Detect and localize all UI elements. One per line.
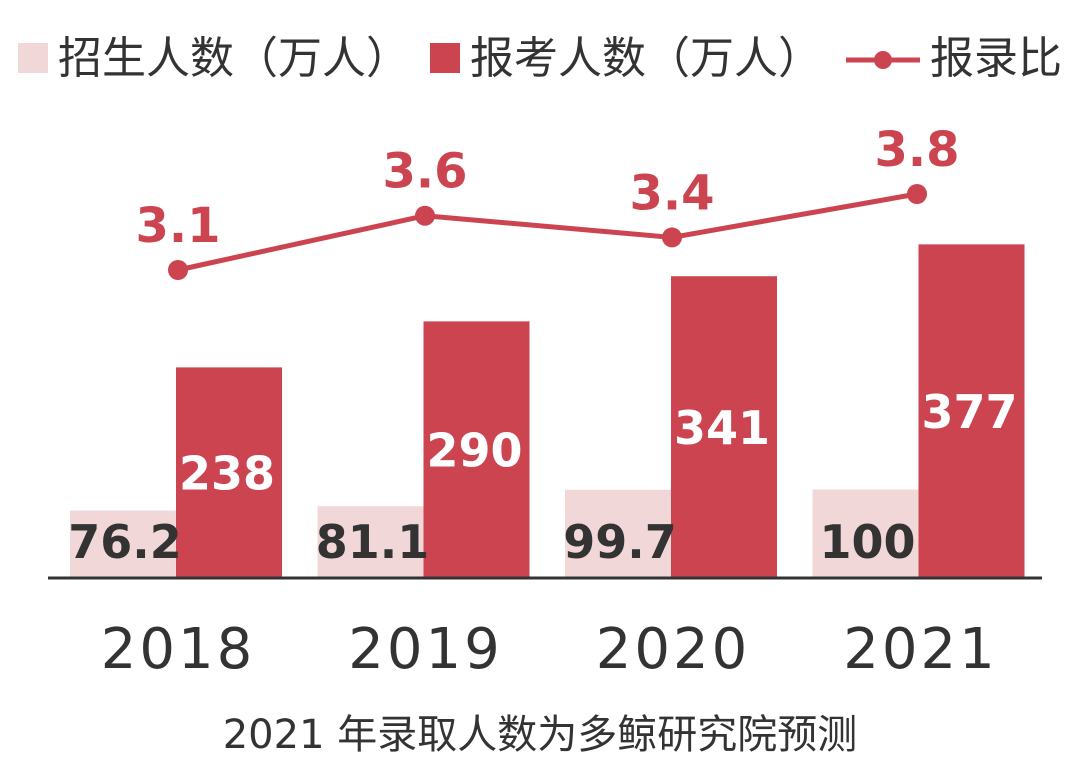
x-tick-2021: 2021 [843,617,998,682]
x-axis-ticks: 2018 2019 2020 2021 [101,617,998,682]
bar-label-enrollment-2018: 76.2 [68,515,182,569]
chart-caption: 2021 年录取人数为多鲸研究院预测 [223,712,858,758]
legend: 招生人数（万人） 报考人数（万人） 报录比 [18,33,1062,84]
bar-applicants-2018 [176,367,282,578]
ratio-label-2021: 3.8 [874,122,959,178]
x-tick-2019: 2019 [348,617,503,682]
ratio-label-2020: 3.4 [629,165,714,221]
ratio-point-2019 [415,205,435,226]
legend-item-ratio: 报录比 [846,33,1062,84]
ratio-point-2020 [662,227,682,248]
x-tick-2018: 2018 [101,617,256,682]
legend-item-applicants: 报考人数（万人） [430,33,822,84]
legend-marker-ratio [874,51,892,69]
legend-label-ratio: 报录比 [930,33,1062,84]
legend-swatch-enrollment [18,43,48,73]
legend-label-enrollment: 招生人数（万人） [58,33,410,84]
legend-label-applicants: 报考人数（万人） [470,33,822,84]
ratio-label-2019: 3.6 [382,144,467,200]
bar-applicants-2020 [671,276,777,578]
bar-enrollment-2019 [317,506,424,578]
ratio-line-group: 3.1 3.6 3.4 3.8 [135,122,960,280]
bar-labels-group: 76.2 238 81.1 290 99.7 341 100 377 [68,385,1017,569]
bar-series-group [70,244,1025,579]
x-tick-2020: 2020 [596,617,751,682]
bar-enrollment-2020 [565,489,671,578]
ratio-point-2018 [168,260,188,280]
bar-label-applicants-2020: 341 [674,401,770,455]
ratio-label-2018: 3.1 [135,198,220,254]
ratio-point-2021 [907,184,927,204]
bar-label-applicants-2021: 377 [921,385,1017,439]
legend-item-enrollment: 招生人数（万人） [18,33,410,84]
bar-label-enrollment-2020: 99.7 [563,515,677,569]
bar-label-applicants-2019: 290 [426,424,522,478]
bar-label-enrollment-2021: 100 [819,515,915,569]
bar-label-applicants-2018: 238 [179,447,275,501]
bar-enrollment-2021 [812,489,919,578]
bar-enrollment-2018 [70,510,176,578]
bar-label-enrollment-2019: 81.1 [316,515,430,569]
bar-applicants-2019 [423,321,530,578]
bar-applicants-2021 [918,244,1025,579]
ratio-line [177,191,918,273]
legend-swatch-applicants [430,43,460,73]
